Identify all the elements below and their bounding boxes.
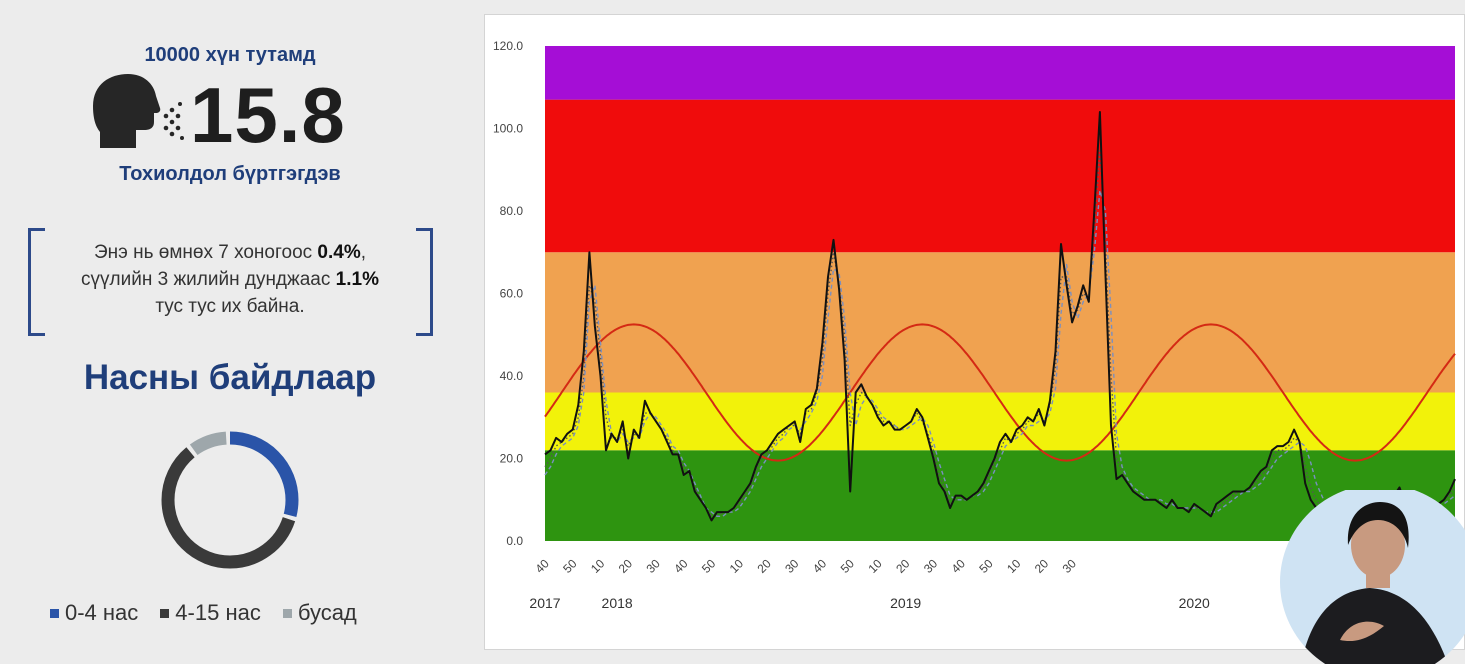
seasonal-threshold-line	[544, 323, 1456, 462]
year-label-2020: 2020	[1179, 595, 1210, 611]
y-tick-label-5: 100.0	[493, 122, 523, 136]
x-tick-label-16: 50	[976, 556, 996, 576]
threshold-band-2	[545, 252, 1455, 393]
change-notice: Энэ нь өмнөх 7 хоногоос 0.4%, сүүлийн 3 …	[45, 239, 415, 320]
y-tick-label-6: 120.0	[493, 39, 523, 53]
notice-line-1: Энэ нь өмнөх 7 хоногоос 0.4%,	[93, 242, 367, 263]
y-tick-label-4: 80.0	[500, 204, 524, 218]
x-tick-label-7: 10	[727, 556, 747, 576]
y-tick-label-2: 40.0	[500, 369, 524, 383]
person-coughing-icon	[93, 74, 184, 148]
legend-swatch-1	[160, 608, 170, 618]
x-tick-label-17: 10	[1004, 556, 1024, 576]
x-tick-label-9: 30	[782, 556, 802, 576]
weekly-change-value: 0.4%	[317, 242, 361, 263]
three-year-change-value: 1.1%	[335, 269, 379, 290]
donut-slice-0	[161, 431, 299, 569]
y-tick-label-3: 60.0	[500, 287, 524, 301]
year-label-2019: 2019	[890, 595, 921, 611]
legend-label-0: 0-4 нас	[65, 600, 139, 625]
age-donut-chart	[161, 431, 299, 569]
x-tick-label-12: 10	[865, 556, 885, 576]
x-tick-label-11: 50	[838, 556, 858, 576]
per-population-label: 10000 хүн тутамд	[144, 44, 316, 66]
threshold-band-4	[545, 46, 1455, 100]
year-label-2017: 2017	[529, 595, 560, 611]
x-tick-label-5: 40	[671, 556, 691, 576]
cases-caption: Тохиолдол бүртгэгдэв	[119, 163, 341, 185]
legend-label-2: бусад	[297, 600, 357, 625]
series-line-dashed	[544, 189, 1456, 522]
x-tick-label-13: 20	[893, 556, 913, 576]
y-tick-label-0: 0.0	[506, 534, 523, 548]
age-section-title: Насны байдлаар	[83, 358, 377, 397]
right-bracket	[416, 228, 433, 336]
legend-item-0: 0-4 нас	[50, 600, 138, 626]
series-line-solid	[544, 111, 1456, 526]
x-tick-label-19: 30	[1060, 556, 1080, 576]
series-line-dotted	[544, 148, 1456, 526]
threshold-band-3	[545, 99, 1455, 253]
x-tick-label-14: 30	[921, 556, 941, 576]
left-bracket	[28, 228, 45, 336]
x-tick-label-8: 20	[754, 556, 774, 576]
legend-item-1: 4-15 нас	[160, 600, 261, 626]
notice-line-3: тус тус их байна.	[155, 296, 305, 317]
x-tick-label-4: 30	[643, 556, 663, 576]
cases-value: 15.8	[190, 71, 346, 159]
x-tick-label-10: 40	[810, 556, 830, 576]
year-label-2018: 2018	[602, 595, 633, 611]
legend-swatch-2	[282, 608, 292, 618]
x-tick-label-1: 50	[560, 556, 580, 576]
x-tick-label-15: 40	[949, 556, 969, 576]
summary-panel: 10000 хүн тутамд 15.8 Тохиолдол бүртгэгд…	[0, 0, 470, 664]
legend-swatch-0	[50, 608, 59, 618]
sign-language-interpreter-video	[1280, 490, 1465, 664]
y-tick-label-1: 20.0	[500, 452, 524, 466]
notice-line-2: сүүлийн 3 жилийн дунджаас 1.1%	[81, 269, 379, 290]
age-legend: 0-4 нас 4-15 нас бусад	[50, 600, 357, 626]
x-tick-label-0: 40	[532, 556, 552, 576]
x-tick-label-3: 20	[616, 556, 636, 576]
donut-slice-1	[161, 431, 299, 569]
x-tick-label-18: 20	[1032, 556, 1052, 576]
legend-label-1: 4-15 нас	[175, 600, 261, 625]
x-tick-label-2: 10	[588, 556, 608, 576]
legend-item-2: бусад	[282, 600, 357, 626]
incidence-chart: 0.0 20.0 40.0 60.0 80.0 100.0 120.0 40 50 10 20 30 4…	[493, 39, 1456, 611]
x-tick-label-6: 50	[699, 556, 719, 576]
